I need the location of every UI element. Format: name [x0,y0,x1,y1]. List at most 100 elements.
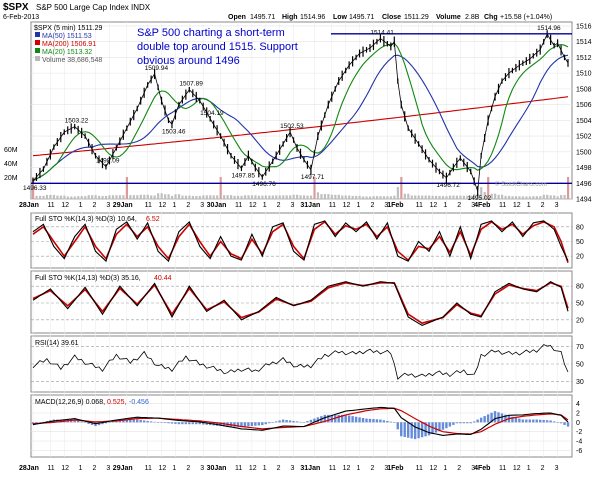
macd-histogram-bar [80,421,83,423]
low-label: Low [333,14,348,21]
macd-histogram-bar [42,421,45,423]
volume-bar [521,196,525,199]
macd-histogram-bar [410,422,413,439]
macd-histogram-bar [344,414,347,423]
volume-bar [56,195,59,199]
volume-bar [223,195,226,199]
x-axis-label-top: 12 [159,202,167,209]
x-axis-label-bottom: 12 [61,465,69,472]
volume-bar [52,194,56,199]
volume-bar [323,194,327,199]
macd-histogram-bar [299,421,302,423]
volume-bar [403,193,406,199]
macd-histogram-bar [552,421,556,423]
volume-bar [560,195,563,199]
x-axis-label-top: 1 [172,202,176,209]
macd-histogram-bar [382,420,386,423]
macd-tick-label: -6 [576,448,582,455]
sto-fast-panel: 80 50 20 [32,220,584,264]
x-axis-label-top: 31Jan [300,202,320,209]
macd-histogram-bar [132,419,135,423]
volume-bar [368,196,372,199]
volume-bar [198,195,201,199]
volume-bar [469,195,472,199]
macd-histogram-bar [278,420,281,423]
volume-bar [518,196,521,199]
x-axis-label-bottom: 12 [343,465,351,472]
macd-histogram-bar [504,414,507,423]
macd-histogram-bar [393,422,396,423]
sto-fast-d-line [32,220,569,264]
macd-histogram-bar [354,416,358,423]
volume-tick-label: 40M [4,161,18,168]
volume-bar [389,196,393,199]
x-axis-label-bottom: 12 [513,465,521,472]
volume-bar [417,195,420,199]
volume-bar [382,196,386,199]
price-tick-label: 1496 [576,181,592,188]
legend-swatch-ma50 [35,32,40,37]
macd-histogram-bar [535,419,538,423]
x-axis-label-top: 2 [277,202,281,209]
macd-histogram-bar [372,419,375,423]
volume-bar [236,195,240,199]
macd-histogram-bar [142,420,146,423]
macd-histogram-bar [167,422,170,424]
x-axis-label-top: 30Jan [207,202,227,209]
macd-histogram-bar [379,419,382,423]
macd-histogram-bar [445,422,448,429]
x-axis-label-bottom: 2 [93,465,97,472]
volume-bar [455,195,459,199]
volume-bar [219,177,222,199]
price-tick-label: 1500 [576,149,592,156]
macd-histogram-bar [101,422,104,425]
volume-bar [316,192,320,199]
volume-bar [243,195,247,199]
macd-histogram-bar [413,422,417,440]
volume-bar [278,195,281,199]
volume-bar [91,195,94,199]
volume-bar [153,195,156,199]
volume-bar [202,195,205,199]
macd-histogram-bar [160,422,163,423]
volume-bar [275,195,278,199]
x-axis-label-bottom: 31Jan [300,465,320,472]
volume-bar [539,196,542,199]
macd-histogram-bar [59,419,62,423]
legend-ma50: MA(50) 1511.53 [42,33,92,40]
macd-histogram-bar [281,419,285,423]
macd-histogram-bar [146,420,149,423]
macd-histogram-bar [327,414,330,423]
volume-bar [299,195,302,199]
macd-histogram-bar [257,422,261,426]
macd-histogram-bar [375,419,379,423]
legend-ma20: MA(20) 1513.32 [42,49,92,56]
volume-label: Volume [436,14,461,21]
macd-histogram-bar [438,422,441,432]
macd-tick-label: 2 [576,411,580,418]
volume-bar [396,187,399,199]
macd-histogram-bar [396,422,399,430]
macd-histogram-bar [309,419,313,423]
macd-histogram-bar [254,422,257,426]
macd-histogram-bar [556,422,559,423]
x-axis-label-top: 11 [416,202,423,209]
macd-histogram-bar [274,421,278,423]
volume-bar [563,195,566,199]
chart-annotation: S&P 500 charting a short-term double top… [137,27,298,67]
macd-histogram-bar [302,422,306,423]
price-tick-label: 1494 [576,197,592,204]
macd-histogram-bar [403,422,406,438]
macd-histogram-bar [434,422,438,433]
volume-bar [375,196,379,199]
volume-bar [431,195,434,199]
volume-bar [261,195,264,199]
volume-bar [542,194,545,199]
x-axis-label-top: 2 [370,202,374,209]
x-axis-label-bottom: 11 [416,465,423,472]
price-tick-label: 1510 [576,71,592,78]
volume-bar [480,187,483,199]
volume-bar [504,195,507,199]
macd-histogram-bar [340,414,344,423]
x-axis-label-bottom: 1 [443,465,447,472]
